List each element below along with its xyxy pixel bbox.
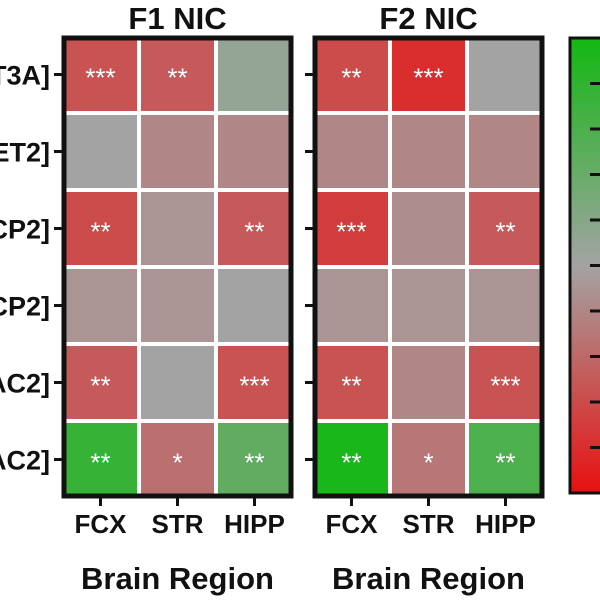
heatmap-cell: [392, 115, 465, 188]
x-axis-label: Brain Region: [81, 561, 274, 596]
heatmap-cell: [218, 192, 291, 265]
significance-label: ***: [490, 371, 520, 401]
heatmap-panel-1: F1 NIC*******************T3A]ET2]CP2]CP2…: [0, 1, 294, 596]
panel-title: F1 NIC: [128, 1, 226, 36]
significance-label: ***: [413, 63, 443, 93]
panel-frame: [61, 35, 294, 499]
heatmap-cell: [392, 423, 465, 496]
heatmap-cell: [469, 346, 542, 419]
heatmap-cell: [64, 38, 137, 111]
y-tick-label: CP2]: [0, 215, 50, 245]
significance-label: *: [423, 448, 433, 478]
heatmap-cell: [218, 346, 291, 419]
x-tick-label: FCX: [326, 509, 379, 539]
colorbar: [568, 36, 600, 495]
heatmap-panel-2: F2 NIC** ****** **** ***** * **FCX STR HIPPBrai…: [305, 1, 545, 596]
heatmap-cell: [315, 346, 388, 419]
significance-label: ***: [336, 217, 366, 247]
heatmap-cell: [141, 192, 214, 265]
heatmap-cell: [315, 38, 388, 111]
significance-label: *: [172, 448, 182, 478]
heatmap-cell: [392, 269, 465, 342]
significance-label: ***: [239, 371, 269, 401]
y-tick-label: ET2]: [0, 138, 50, 168]
heatmap-cell: [64, 115, 137, 188]
y-tick-label: AC2]: [0, 369, 50, 399]
significance-label: **: [90, 217, 110, 247]
significance-label: **: [244, 448, 264, 478]
x-tick-label: HIPP: [475, 509, 536, 539]
heatmap-cell: [392, 346, 465, 419]
heatmap-cell: [315, 115, 388, 188]
x-axis-label: Brain Region: [332, 561, 525, 596]
significance-label: **: [341, 371, 361, 401]
heatmap-cell: [315, 192, 388, 265]
heatmap-cell: [392, 38, 465, 111]
significance-label: **: [341, 63, 361, 93]
heatmap-cell: [64, 346, 137, 419]
y-tick-label: T3A]: [0, 61, 50, 91]
heatmap-cell: [64, 192, 137, 265]
y-tick-label: CP2]: [0, 292, 50, 322]
heatmap-cell: [218, 423, 291, 496]
heatmap-cell: [64, 423, 137, 496]
x-tick-label: HIPP: [224, 509, 285, 539]
heatmap-cell: [218, 269, 291, 342]
heatmap-cell: [141, 269, 214, 342]
panel-title: F2 NIC: [379, 1, 477, 36]
heatmap-cell: [315, 423, 388, 496]
heatmap-cell: [218, 115, 291, 188]
heatmap-cell: [392, 192, 465, 265]
significance-label: **: [90, 448, 110, 478]
heatmap-cell: [141, 346, 214, 419]
y-tick-label: AC2]: [0, 446, 50, 476]
heatmap-cell: [469, 423, 542, 496]
significance-label: ***: [85, 63, 115, 93]
heatmap-cell: [141, 38, 214, 111]
x-tick-label: STR: [152, 509, 204, 539]
heatmap-cell: [469, 192, 542, 265]
significance-label: **: [90, 371, 110, 401]
heatmap-cell: [218, 38, 291, 111]
heatmap-cell: [315, 269, 388, 342]
heatmap-cell: [469, 115, 542, 188]
significance-label: **: [244, 217, 264, 247]
heatmap-cell: [469, 38, 542, 111]
heatmap-cell: [141, 423, 214, 496]
heatmap-cell: [141, 115, 214, 188]
x-tick-label: STR: [403, 509, 455, 539]
significance-label: **: [167, 63, 187, 93]
significance-label: **: [495, 448, 515, 478]
x-tick-label: FCX: [75, 509, 128, 539]
significance-label: **: [495, 217, 515, 247]
heatmap-cell: [64, 269, 137, 342]
significance-label: **: [341, 448, 361, 478]
heatmap-cell: [469, 269, 542, 342]
